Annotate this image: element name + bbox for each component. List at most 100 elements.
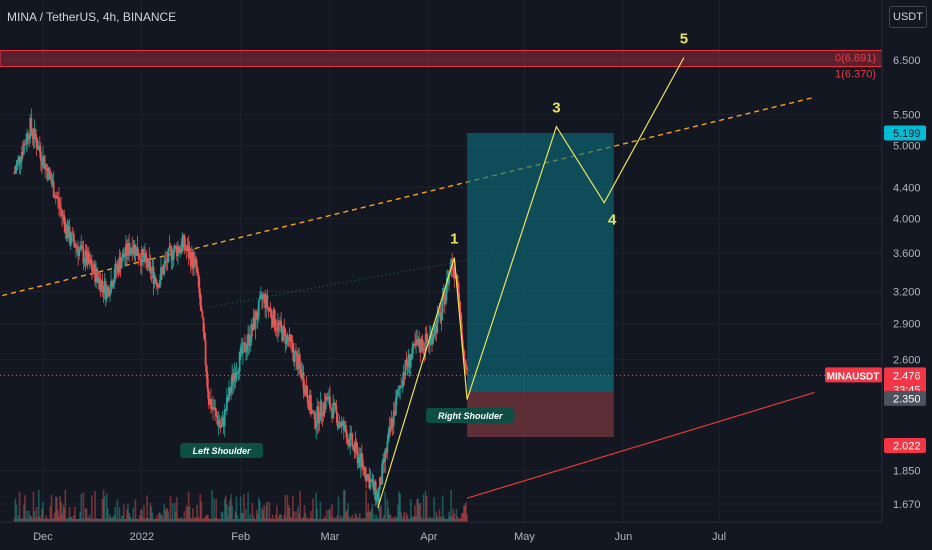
candle-body bbox=[163, 264, 166, 275]
volume-bar bbox=[139, 508, 142, 522]
candle-body bbox=[25, 143, 27, 145]
candle-body bbox=[466, 366, 468, 371]
candle-body bbox=[116, 264, 119, 271]
candle-body bbox=[379, 477, 381, 490]
candle-body bbox=[303, 388, 306, 394]
volume-bar bbox=[82, 492, 85, 522]
volume-bar bbox=[45, 515, 47, 522]
candle-body bbox=[27, 133, 30, 140]
volume-bar bbox=[125, 518, 127, 522]
volume-bar bbox=[103, 496, 106, 522]
candle-body bbox=[315, 423, 318, 429]
entry-band bbox=[467, 375, 614, 393]
candle-body bbox=[72, 233, 75, 243]
candle-body bbox=[238, 351, 241, 372]
volume-bar bbox=[449, 516, 451, 522]
x-tick-label: Feb bbox=[231, 531, 250, 543]
candle-body bbox=[308, 394, 311, 410]
volume-bar bbox=[138, 515, 141, 522]
volume-bar bbox=[404, 518, 407, 522]
candle-body bbox=[371, 479, 374, 482]
volume-bar bbox=[327, 518, 329, 522]
left-shoulder-tag: Left Shoulder bbox=[180, 443, 263, 458]
candle-body bbox=[248, 333, 251, 346]
volume-bar bbox=[244, 518, 246, 522]
candle-body bbox=[59, 205, 61, 208]
candle-body bbox=[87, 253, 90, 263]
volume-bar bbox=[337, 496, 340, 522]
candle-body bbox=[53, 197, 56, 199]
candle-body bbox=[415, 339, 417, 346]
volume-bar bbox=[367, 502, 370, 522]
candle-body bbox=[417, 339, 420, 345]
volume-bar bbox=[73, 515, 75, 522]
volume-bar bbox=[458, 518, 461, 522]
candle-body bbox=[448, 271, 450, 285]
y-tick-label: 1.850 bbox=[893, 466, 921, 478]
candle-body bbox=[333, 402, 336, 404]
volume-bar bbox=[294, 518, 296, 522]
candle-body bbox=[197, 272, 200, 278]
volume-bar bbox=[419, 503, 422, 522]
volume-bar bbox=[59, 496, 61, 522]
candle-body bbox=[273, 309, 276, 329]
currency-badge[interactable]: USDT bbox=[889, 6, 927, 28]
candle-body bbox=[227, 396, 229, 401]
candle-body bbox=[348, 439, 351, 447]
candle-body bbox=[358, 456, 361, 467]
volume-bar bbox=[197, 516, 199, 522]
volume-bar bbox=[233, 518, 236, 522]
volume-bar bbox=[338, 518, 341, 522]
volume-bar bbox=[451, 516, 454, 522]
volume-bar bbox=[150, 506, 153, 522]
volume-bar bbox=[353, 517, 356, 522]
candle-body bbox=[161, 267, 163, 270]
candle-body bbox=[280, 320, 282, 327]
candle-body bbox=[370, 479, 373, 482]
volume-bar bbox=[425, 495, 428, 522]
candle-body bbox=[221, 417, 224, 427]
candle-body bbox=[363, 467, 365, 469]
volume-bar bbox=[455, 508, 458, 522]
candle-body bbox=[106, 287, 109, 289]
candle-body bbox=[85, 251, 88, 266]
volume-bar bbox=[348, 516, 350, 522]
candle-body bbox=[195, 258, 197, 266]
candle-body bbox=[86, 253, 89, 266]
volume-bar bbox=[136, 518, 139, 522]
candle-body bbox=[224, 409, 227, 411]
volume-bar bbox=[287, 505, 290, 522]
candle-body bbox=[68, 226, 71, 244]
candle-body bbox=[320, 401, 323, 415]
candle-body bbox=[220, 426, 223, 428]
candle-body bbox=[294, 351, 296, 362]
volume-bar bbox=[92, 518, 94, 522]
volume-bar bbox=[442, 515, 445, 522]
volume-bar bbox=[49, 506, 52, 522]
volume-bar bbox=[291, 495, 294, 522]
candle-body bbox=[281, 326, 284, 341]
channel-price-tag-bg bbox=[884, 438, 926, 454]
candle-body bbox=[408, 354, 411, 368]
candle-body bbox=[399, 385, 402, 389]
wave-label-4: 4 bbox=[608, 212, 617, 229]
candle-body bbox=[364, 467, 366, 478]
volume-bar bbox=[206, 514, 209, 522]
candle-body bbox=[113, 277, 116, 285]
candle-body bbox=[66, 225, 69, 238]
candle-body bbox=[452, 268, 455, 270]
candle-body bbox=[332, 403, 335, 419]
volume-bar bbox=[84, 508, 87, 522]
volume-bar bbox=[315, 492, 317, 522]
volume-bar bbox=[382, 517, 384, 522]
volume-bar bbox=[110, 517, 112, 522]
candle-body bbox=[181, 241, 184, 251]
volume-bar bbox=[247, 492, 249, 522]
volume-bar bbox=[253, 518, 256, 522]
candle-body bbox=[297, 354, 299, 370]
candle-body bbox=[189, 251, 192, 267]
volume-bar bbox=[441, 495, 444, 522]
volume-bar bbox=[43, 518, 45, 522]
volume-bar bbox=[243, 494, 245, 522]
